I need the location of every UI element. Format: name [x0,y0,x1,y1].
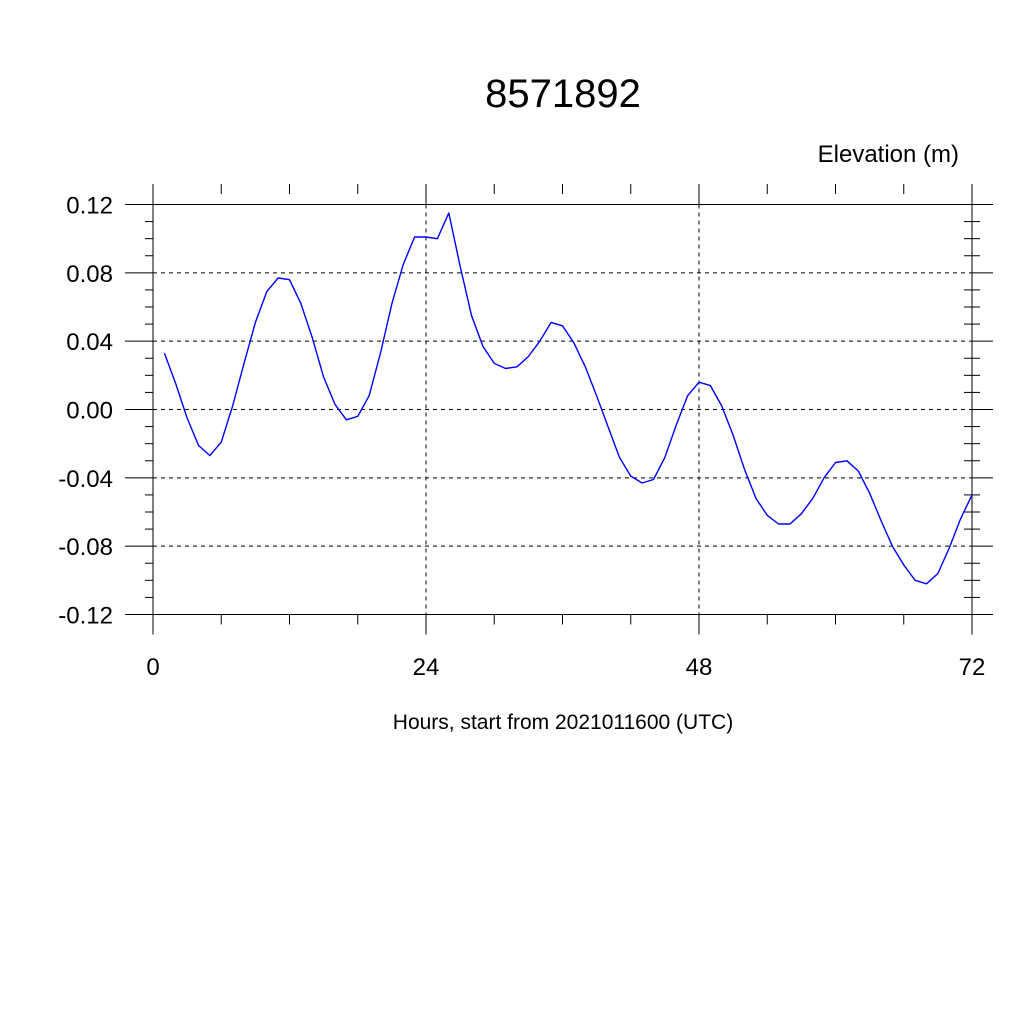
x-tick-labels: 0 24 48 72 [146,654,985,681]
y-tick-label: 0.00 [66,398,113,425]
series-line [163,212,973,585]
y-tick-label: -0.04 [58,466,113,493]
x-tick-label: 0 [146,654,159,681]
x-axis-label: Hours, start from 2021011600 (UTC) [393,711,733,734]
y-tick-label: 0.12 [66,193,113,220]
y-tick-label: 0.04 [66,329,113,356]
y-axis-units-label: Elevation (m) [818,141,959,168]
series-layer [163,212,973,585]
x-tick-label: 48 [686,654,713,681]
y-tick-label: -0.12 [58,603,113,630]
chart-title: 8571892 [485,72,641,116]
x-tick-label: 72 [959,654,986,681]
plot-frame [125,184,993,635]
y-tick-label: -0.08 [58,534,113,561]
y-tick-labels: 0.12 0.08 0.04 0.00 -0.04 -0.08 -0.12 [58,193,113,630]
x-tick-label: 24 [413,654,440,681]
y-tick-label: 0.08 [66,261,113,288]
